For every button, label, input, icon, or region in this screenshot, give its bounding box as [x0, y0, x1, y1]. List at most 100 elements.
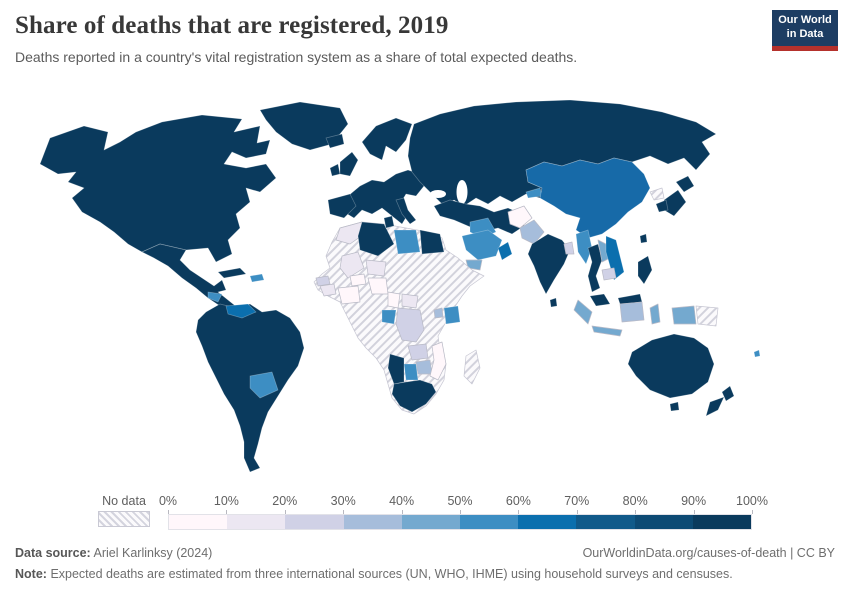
region-scandinavia[interactable]	[361, 117, 413, 161]
owid-logo-line1: Our World	[778, 14, 832, 27]
region-botswana[interactable]	[403, 363, 419, 381]
region-zimbabwe[interactable]	[415, 359, 433, 375]
region-cote-divoire-ghana[interactable]	[337, 285, 361, 305]
owid-logo[interactable]: Our World in Data	[772, 10, 838, 51]
region-india[interactable]	[527, 233, 571, 295]
region-malaysia[interactable]	[589, 293, 611, 307]
region-north-korea[interactable]	[649, 187, 665, 201]
region-indonesia-sulawesi[interactable]	[649, 303, 661, 325]
legend-tick-mark	[752, 510, 753, 514]
region-italy[interactable]	[395, 197, 417, 225]
region-senegal[interactable]	[315, 275, 331, 287]
legend-segment-6[interactable]	[518, 515, 577, 529]
region-gabon-congo[interactable]	[381, 309, 397, 325]
legend-tick-mark	[518, 510, 520, 514]
region-bangladesh[interactable]	[563, 241, 575, 255]
region-madagascar[interactable]	[463, 349, 481, 385]
region-saudi-arabia[interactable]	[461, 229, 503, 261]
region-south-africa[interactable]	[391, 379, 437, 413]
region-north-america[interactable]	[39, 114, 277, 263]
region-afghanistan[interactable]	[507, 205, 533, 229]
note-line: Note: Expected deaths are estimated from…	[15, 567, 835, 581]
region-iceland[interactable]	[325, 133, 345, 149]
region-burkina-faso[interactable]	[349, 273, 367, 287]
region-egypt[interactable]	[419, 229, 445, 255]
legend-tick-mark	[460, 510, 461, 514]
region-venezuela[interactable]	[225, 303, 257, 319]
region-honduras[interactable]	[207, 291, 223, 303]
legend-segment-0[interactable]	[169, 515, 228, 529]
region-central-african-republic[interactable]	[401, 293, 419, 309]
legend-segment-8[interactable]	[634, 515, 693, 529]
region-indonesia-java[interactable]	[591, 325, 623, 337]
region-algeria[interactable]	[357, 221, 395, 257]
region-china-mongolia[interactable]	[525, 157, 651, 239]
chart-footer: Data source: Ariel Karlinksy (2024) OurW…	[15, 546, 835, 581]
region-new-zealand-south[interactable]	[705, 396, 725, 417]
region-bolivia[interactable]	[249, 371, 279, 399]
legend-segment-7[interactable]	[576, 515, 635, 529]
region-indonesia-papua[interactable]	[671, 305, 697, 325]
legend-tick-20%: 20%	[272, 494, 298, 508]
legend-tick-90%: 90%	[681, 494, 707, 508]
data-source-value: Ariel Karlinksy (2024)	[93, 546, 213, 560]
no-data-label: No data	[102, 494, 146, 508]
region-new-zealand-north[interactable]	[721, 385, 735, 402]
region-libya[interactable]	[393, 229, 421, 255]
data-source-line: Data source: Ariel Karlinksy (2024)	[15, 546, 212, 560]
region-japan-hokkaido[interactable]	[675, 175, 695, 193]
region-mali[interactable]	[339, 251, 365, 279]
region-mozambique[interactable]	[429, 341, 447, 381]
region-tunisia[interactable]	[383, 215, 395, 229]
region-kenya[interactable]	[443, 305, 461, 325]
region-yemen[interactable]	[465, 259, 483, 271]
region-vietnam[interactable]	[605, 235, 625, 281]
region-namibia[interactable]	[387, 353, 405, 385]
region-united-kingdom[interactable]	[339, 151, 359, 177]
region-tasmania[interactable]	[669, 401, 680, 412]
region-fiji[interactable]	[753, 349, 761, 358]
region-europe[interactable]	[335, 169, 441, 225]
region-uganda[interactable]	[433, 307, 444, 319]
note-label: Note:	[15, 567, 47, 581]
region-indonesia-kalimantan[interactable]	[619, 301, 645, 323]
region-japan-honshu[interactable]	[663, 189, 687, 217]
region-cuba[interactable]	[217, 267, 247, 279]
region-thailand[interactable]	[587, 243, 603, 293]
region-sri-lanka[interactable]	[549, 297, 558, 308]
region-morocco[interactable]	[335, 221, 365, 245]
region-taiwan[interactable]	[639, 233, 648, 244]
owid-citation-link[interactable]: OurWorldinData.org/causes-of-death | CC …	[582, 546, 835, 560]
region-philippines[interactable]	[637, 255, 653, 285]
region-indonesia-sumatra[interactable]	[573, 299, 593, 325]
page-title: Share of deaths that are registered, 201…	[15, 12, 449, 39]
region-cambodia[interactable]	[601, 267, 617, 281]
region-guinea[interactable]	[319, 283, 337, 297]
region-ireland[interactable]	[329, 163, 341, 177]
region-papua-new-guinea[interactable]	[695, 305, 719, 327]
region-dominican-republic[interactable]	[249, 273, 265, 283]
region-iberia[interactable]	[327, 193, 357, 219]
region-south-korea[interactable]	[655, 199, 669, 213]
legend-segment-5[interactable]	[460, 515, 519, 529]
region-dr-congo[interactable]	[395, 307, 425, 343]
region-australia[interactable]	[627, 333, 715, 399]
legend-tick-70%: 70%	[564, 494, 590, 508]
region-zambia[interactable]	[407, 343, 429, 361]
region-niger[interactable]	[365, 259, 387, 277]
no-data-swatch[interactable]	[98, 511, 150, 527]
legend-segment-4[interactable]	[401, 515, 461, 529]
region-cameroon[interactable]	[387, 291, 401, 309]
legend-segment-2[interactable]	[285, 515, 344, 529]
region-oman[interactable]	[497, 241, 513, 261]
legend-segment-9[interactable]	[692, 515, 752, 529]
caspian-sea	[456, 180, 468, 204]
region-pakistan[interactable]	[519, 219, 545, 245]
legend-tick-mark	[226, 510, 228, 514]
region-myanmar[interactable]	[575, 229, 593, 265]
legend-tick-10%: 10%	[213, 494, 239, 508]
world-map	[10, 88, 840, 488]
legend-segment-3[interactable]	[343, 515, 402, 529]
legend-segment-1[interactable]	[227, 515, 286, 529]
owid-logo-line2: in Data	[786, 28, 824, 40]
